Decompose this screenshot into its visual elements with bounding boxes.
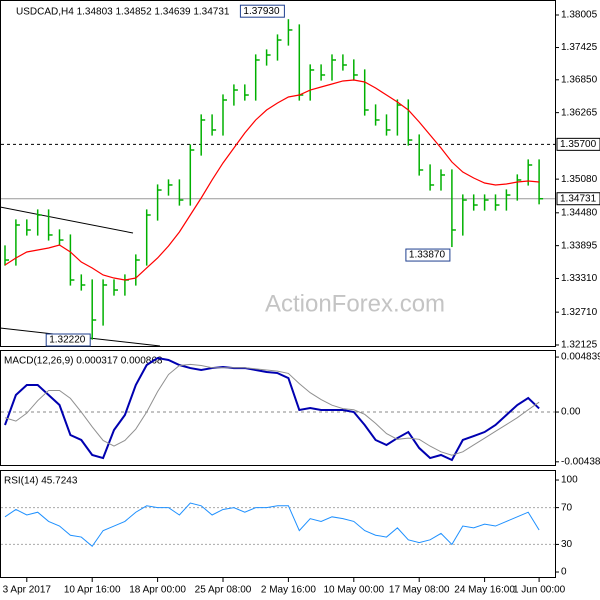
y-tick-label: 1.36265 <box>561 107 598 118</box>
y-tick-label: 0.004839 <box>561 352 600 363</box>
annotation-box <box>45 333 91 347</box>
rsi-panel <box>0 470 556 578</box>
annotation: 1.32220 <box>49 335 86 346</box>
annotation-box <box>405 248 451 262</box>
level-label: 1.35700 <box>560 139 597 150</box>
macd-title: MACD(12,26,9) 0.000317 0.000868 <box>4 356 163 367</box>
x-tick-label: 18 Apr 00:00 <box>129 585 186 596</box>
level-label: 1.34731 <box>560 193 597 204</box>
watermark: ActionForex.com <box>265 290 445 317</box>
x-tick-label: 17 May 08:00 <box>389 585 450 596</box>
y-tick-label: 100 <box>561 475 578 486</box>
y-tick-label: 1.33310 <box>561 273 598 284</box>
y-tick-label: 1.37425 <box>561 42 598 53</box>
x-tick-label: 2 May 16:00 <box>261 585 316 596</box>
y-tick-label: 0.00 <box>561 407 581 418</box>
rsi-title: RSI(14) 45.7243 <box>4 476 78 487</box>
annotation-box <box>239 4 285 18</box>
y-tick-label: 1.38005 <box>561 10 598 21</box>
annotation: 1.33870 <box>409 250 446 261</box>
y-tick-label: 1.36850 <box>561 74 598 85</box>
x-tick-label: 1 Jun 00:00 <box>513 585 566 596</box>
x-tick-label: 24 May 16:00 <box>454 585 515 596</box>
y-tick-label: 1.32710 <box>561 307 598 318</box>
level-label-box <box>556 137 600 151</box>
level-label-box <box>556 192 600 206</box>
price-panel <box>0 0 556 347</box>
y-tick-label: 1.32125 <box>561 340 598 351</box>
y-tick-label: 30 <box>561 539 573 550</box>
x-tick-label: 3 Apr 2017 <box>3 585 52 596</box>
signal-line <box>4 363 540 456</box>
y-tick-label: 1.35080 <box>561 174 598 185</box>
macd-panel <box>0 350 556 466</box>
annotation: 1.37930 <box>243 6 280 17</box>
y-tick-label: 1.33895 <box>561 240 598 251</box>
chart-title: USDCAD,H4 1.34803 1.34852 1.34639 1.3473… <box>16 7 230 18</box>
x-tick-label: 10 May 00:00 <box>323 585 384 596</box>
trend-line <box>0 206 134 234</box>
moving-average <box>4 79 540 281</box>
x-tick-label: 10 Apr 16:00 <box>64 585 121 596</box>
rsi-line <box>4 502 540 547</box>
y-tick-label: 1.34480 <box>561 207 598 218</box>
y-tick-label: 70 <box>561 502 573 513</box>
y-tick-label: 0 <box>561 567 567 578</box>
x-tick-label: 25 Apr 08:00 <box>195 585 252 596</box>
macd-line <box>4 357 540 462</box>
